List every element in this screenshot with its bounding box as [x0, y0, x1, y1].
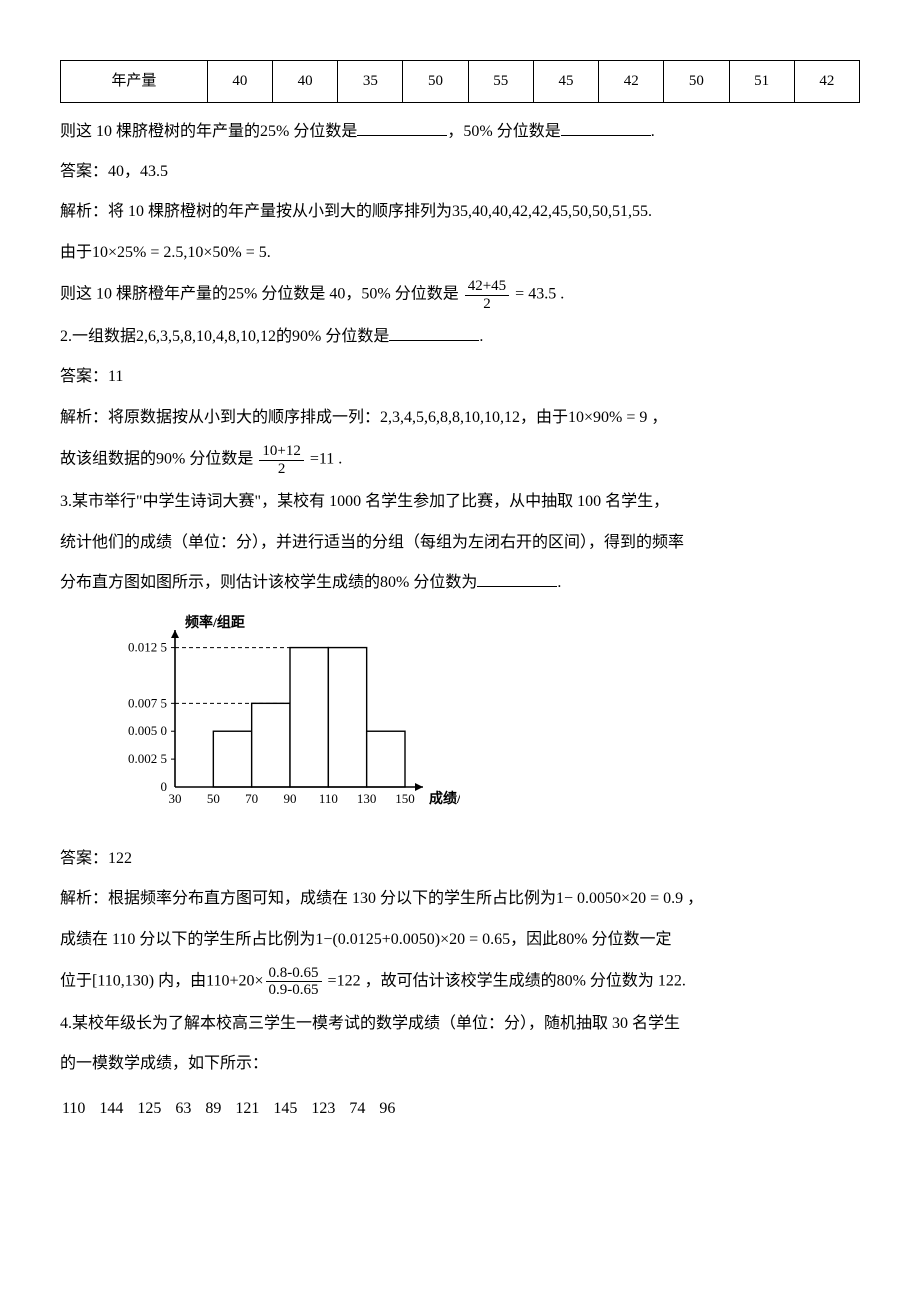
cell: 55 — [468, 61, 533, 103]
svg-text:50: 50 — [207, 791, 220, 806]
svg-text:110: 110 — [319, 791, 338, 806]
yield-table: 年产量 40 40 35 50 55 45 42 50 51 42 — [60, 60, 860, 103]
q3-explain-3: 位于[110,130) 内，由110+20×0.8-0.650.9-0.65 =… — [60, 965, 860, 999]
cell: 50 — [403, 61, 468, 103]
svg-text:0.005 0: 0.005 0 — [128, 724, 167, 739]
svg-text:30: 30 — [169, 791, 182, 806]
blank — [477, 570, 557, 587]
svg-text:成绩/分: 成绩/分 — [429, 790, 460, 807]
cell: 42 — [599, 61, 664, 103]
q1-explain-1: 解析：将 10 棵脐橙树的年产量按从小到大的顺序排列为35,40,40,42,4… — [60, 197, 860, 227]
svg-text:150: 150 — [395, 791, 415, 806]
q2-stem: 2.一组数据2,6,3,5,8,10,4,8,10,12的90% 分位数是. — [60, 322, 860, 352]
blank — [389, 324, 479, 341]
q3-stem-2: 统计他们的成绩（单位：分），并进行适当的分组（每组为左闭右开的区间），得到的频率 — [60, 528, 860, 558]
q3-answer: 答案：122 — [60, 844, 860, 874]
q1-answer: 答案：40，43.5 — [60, 157, 860, 187]
svg-text:130: 130 — [357, 791, 377, 806]
cell: 50 — [664, 61, 729, 103]
fraction: 10+122 — [259, 443, 303, 477]
q3-explain-1: 解析：根据频率分布直方图可知，成绩在 130 分以下的学生所占比例为1− 0.0… — [60, 884, 860, 914]
row-label: 年产量 — [61, 61, 208, 103]
svg-text:70: 70 — [245, 791, 258, 806]
q2-explain-1: 解析：将原数据按从小到大的顺序排成一列：2,3,4,5,6,8,8,10,10,… — [60, 403, 860, 433]
cell: 35 — [338, 61, 403, 103]
cell: 45 — [533, 61, 598, 103]
cell: 51 — [729, 61, 794, 103]
svg-text:0.002 5: 0.002 5 — [128, 752, 167, 767]
q1-explain-3: 则这 10 棵脐橙年产量的25% 分位数是 40，50% 分位数是 42+452… — [60, 278, 860, 312]
svg-text:90: 90 — [284, 791, 297, 806]
cell: 40 — [273, 61, 338, 103]
svg-text:0.012 5: 0.012 5 — [128, 640, 167, 655]
q4-stem-2: 的一模数学成绩，如下所示： — [60, 1049, 860, 1079]
cell: 40 — [207, 61, 272, 103]
q2-explain-2: 故该组数据的90% 分位数是 10+122 =11 . — [60, 443, 860, 477]
q4-stem-1: 4.某校年级长为了解本校高三学生一模考试的数学成绩（单位：分），随机抽取 30 … — [60, 1009, 860, 1039]
blank — [357, 119, 447, 136]
histogram: 0.012 5 0.007 5 0.005 0 0.002 5 030 50 70 90 110… — [100, 612, 860, 833]
svg-text:频率/组距: 频率/组距 — [185, 614, 245, 631]
svg-text:0.007 5: 0.007 5 — [128, 696, 167, 711]
fraction: 0.8-0.650.9-0.65 — [266, 965, 322, 999]
blank — [561, 119, 651, 136]
svg-text:0: 0 — [161, 779, 168, 794]
fraction: 42+452 — [465, 278, 509, 312]
q3-stem-1: 3.某市举行"中学生诗词大赛"，某校有 1000 名学生参加了比赛，从中抽取 1… — [60, 487, 860, 517]
q3-explain-2: 成绩在 110 分以下的学生所占比例为1−(0.0125+0.0050)×20 … — [60, 925, 860, 955]
q2-answer: 答案：11 — [60, 362, 860, 392]
q3-stem-3: 分布直方图如图所示，则估计该校学生成绩的80% 分位数为. — [60, 568, 860, 598]
scores-row: 110 144 125 63 89 121 145 123 74 96 — [60, 1090, 409, 1128]
q1-explain-2: 由于10×25% = 2.5,10×50% = 5. — [60, 238, 860, 268]
cell: 42 — [794, 61, 859, 103]
q1-stem: 则这 10 棵脐橙树的年产量的25% 分位数是，50% 分位数是. — [60, 117, 860, 147]
histogram-svg: 0.012 5 0.007 5 0.005 0 0.002 5 030 50 70 90 110… — [100, 612, 460, 822]
